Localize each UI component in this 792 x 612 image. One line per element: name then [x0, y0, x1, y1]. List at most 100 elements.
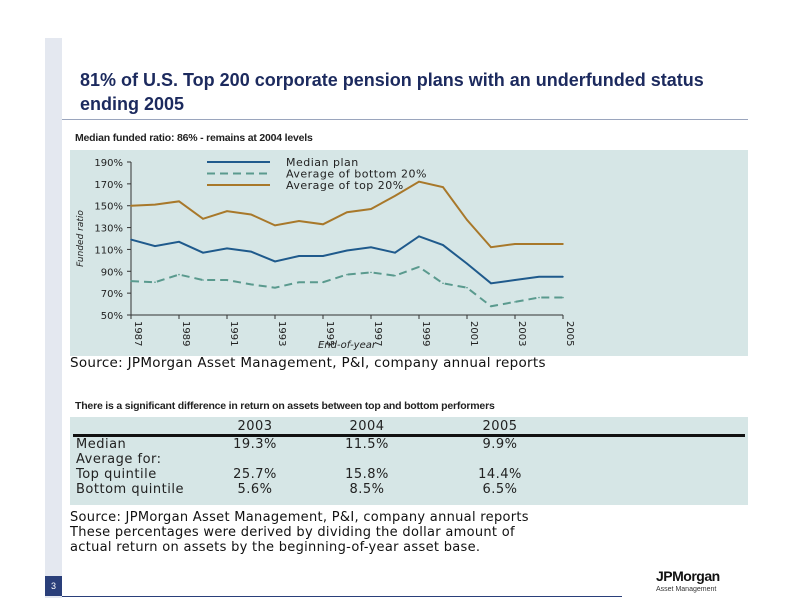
data-point — [538, 296, 540, 299]
data-point — [514, 279, 516, 281]
left-accent-bar — [45, 38, 62, 598]
data-point — [466, 219, 468, 221]
y-tick-label: 190% — [94, 158, 123, 169]
y-tick-label: 90% — [101, 267, 123, 278]
x-tick-label: 2003 — [516, 321, 527, 346]
table-cell: 19.3% — [233, 437, 277, 452]
series-line-1 — [130, 265, 563, 308]
table-cell: 14.4% — [478, 467, 522, 482]
data-point — [274, 224, 276, 227]
data-point — [202, 251, 204, 254]
footer-rule — [62, 596, 622, 597]
row-label: Bottom quintile — [76, 482, 184, 497]
row-label: Median — [76, 437, 127, 452]
y-axis-label: Funded ratio — [76, 210, 86, 267]
legend-label: Average of top 20% — [286, 179, 404, 192]
data-point — [562, 275, 564, 278]
page-title: 81% of U.S. Top 200 corporate pension pl… — [80, 70, 704, 114]
y-tick-label: 50% — [101, 311, 123, 322]
data-point — [250, 283, 252, 286]
data-point — [562, 296, 564, 299]
data-point — [154, 203, 156, 206]
col-header: 2003 — [237, 419, 273, 434]
data-point — [130, 238, 132, 241]
legend-label: Average of bottom 20% — [286, 168, 427, 181]
chart-subtitle: Median funded ratio: 86% - remains at 20… — [75, 132, 313, 144]
data-point — [370, 246, 372, 249]
data-point — [514, 243, 516, 245]
x-tick-label: 1989 — [180, 321, 191, 346]
data-point — [490, 282, 492, 285]
table-cell: 11.5% — [345, 437, 389, 452]
data-point — [250, 250, 252, 253]
data-point — [346, 249, 348, 252]
data-point — [538, 275, 540, 278]
x-tick-label: 1997 — [372, 321, 383, 346]
data-point — [418, 266, 420, 268]
data-point — [178, 273, 180, 276]
x-tick-label: 1987 — [132, 321, 143, 346]
data-point — [442, 244, 444, 246]
table-header-rule — [73, 434, 745, 437]
table-panel — [70, 417, 748, 505]
data-point — [322, 255, 324, 257]
x-axis-label: End-of-year — [318, 340, 377, 351]
data-point — [202, 218, 204, 220]
data-point — [394, 195, 396, 197]
chart-panel — [70, 150, 748, 356]
data-point — [202, 279, 204, 281]
table-cell: 25.7% — [233, 467, 277, 482]
jpmorgan-logo: JPMorgan — [656, 568, 720, 584]
data-point — [130, 204, 132, 207]
table-source-line: Source: JPMorgan Asset Management, P&I, … — [70, 510, 529, 525]
data-point — [418, 235, 420, 238]
data-point — [394, 274, 396, 277]
table-subtitle: There is a significant difference in ret… — [75, 400, 495, 412]
chart-source: Source: JPMorgan Asset Management, P&I, … — [70, 355, 546, 371]
data-point — [130, 280, 132, 282]
row-label: Average for: — [76, 452, 162, 467]
table-cell: 6.5% — [482, 482, 518, 497]
y-tick-label: 150% — [94, 202, 123, 213]
data-point — [466, 262, 468, 265]
data-point — [370, 271, 372, 274]
title-divider — [62, 119, 748, 120]
data-point — [442, 282, 444, 285]
x-tick-label: 1995 — [324, 321, 335, 346]
y-tick-label: 170% — [94, 180, 123, 191]
table-cell: 5.6% — [237, 482, 273, 497]
table-cell: 9.9% — [482, 437, 518, 452]
y-tick-label: 130% — [94, 224, 123, 235]
data-point — [178, 200, 180, 203]
y-tick-label: 70% — [101, 289, 123, 300]
page-number: 3 — [45, 576, 62, 596]
data-point — [490, 305, 492, 308]
data-point — [178, 240, 180, 243]
data-point — [466, 286, 468, 289]
table-note-line: actual return on assets by the beginning… — [70, 540, 481, 555]
table-cell: 8.5% — [349, 482, 385, 497]
data-point — [346, 211, 348, 214]
series-line-0 — [130, 235, 563, 285]
x-tick-label: 1993 — [276, 321, 287, 346]
x-tick-label: 1991 — [228, 321, 239, 346]
y-tick-label: 110% — [94, 245, 123, 256]
data-point — [226, 247, 228, 250]
data-point — [154, 281, 156, 284]
legend-label: Median plan — [286, 156, 359, 169]
data-point — [250, 213, 252, 216]
data-point — [154, 245, 156, 247]
x-tick-label: 1999 — [420, 321, 431, 346]
logo-subtitle: Asset Management — [656, 586, 717, 593]
data-point — [514, 301, 516, 303]
data-point — [538, 243, 540, 245]
col-header: 2005 — [482, 419, 518, 434]
data-point — [370, 208, 372, 210]
data-point — [322, 223, 324, 226]
table-note-line: These percentages were derived by dividi… — [70, 525, 515, 540]
data-point — [346, 273, 348, 276]
data-point — [298, 281, 300, 284]
data-point — [322, 281, 324, 284]
row-label: Top quintile — [76, 467, 157, 482]
